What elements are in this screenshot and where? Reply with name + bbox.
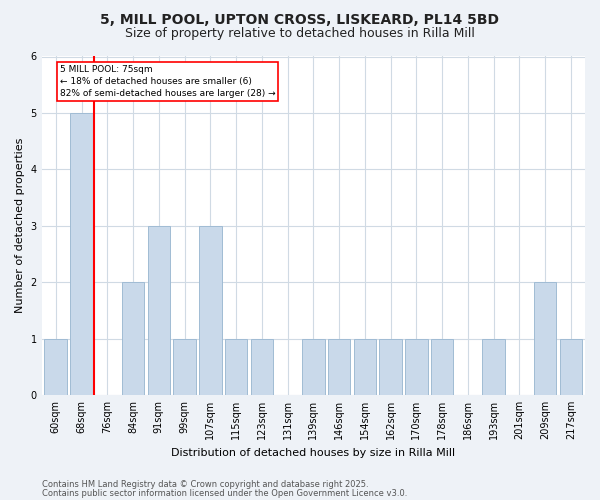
Bar <box>405 338 428 395</box>
Bar <box>122 282 145 395</box>
Text: 5 MILL POOL: 75sqm
← 18% of detached houses are smaller (6)
82% of semi-detached: 5 MILL POOL: 75sqm ← 18% of detached hou… <box>59 65 275 98</box>
Text: Contains HM Land Registry data © Crown copyright and database right 2025.: Contains HM Land Registry data © Crown c… <box>42 480 368 489</box>
Bar <box>70 113 93 395</box>
Bar <box>44 338 67 395</box>
Bar <box>302 338 325 395</box>
X-axis label: Distribution of detached houses by size in Rilla Mill: Distribution of detached houses by size … <box>171 448 455 458</box>
Bar <box>199 226 221 395</box>
Bar <box>173 338 196 395</box>
Text: Size of property relative to detached houses in Rilla Mill: Size of property relative to detached ho… <box>125 28 475 40</box>
Y-axis label: Number of detached properties: Number of detached properties <box>15 138 25 314</box>
Bar <box>353 338 376 395</box>
Bar <box>379 338 402 395</box>
Bar <box>328 338 350 395</box>
Text: 5, MILL POOL, UPTON CROSS, LISKEARD, PL14 5BD: 5, MILL POOL, UPTON CROSS, LISKEARD, PL1… <box>101 12 499 26</box>
Bar <box>225 338 247 395</box>
Bar <box>431 338 454 395</box>
Bar <box>482 338 505 395</box>
Bar <box>560 338 582 395</box>
Bar <box>251 338 273 395</box>
Bar <box>148 226 170 395</box>
Bar <box>534 282 556 395</box>
Text: Contains public sector information licensed under the Open Government Licence v3: Contains public sector information licen… <box>42 488 407 498</box>
